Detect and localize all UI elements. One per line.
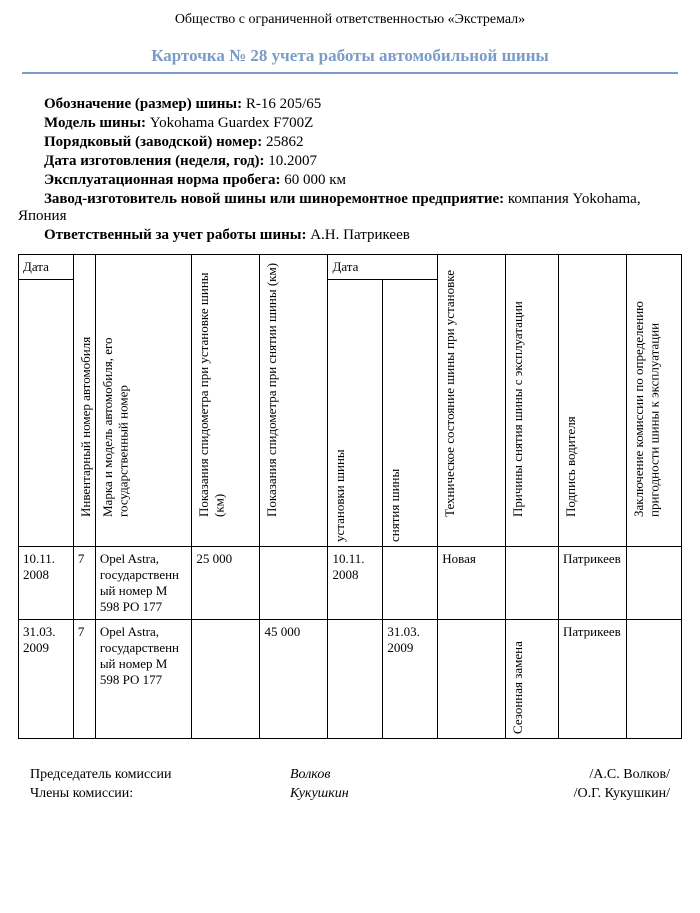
field-norm-value: 60 000 км bbox=[284, 172, 346, 188]
tire-log-table: Дата Инвентарный номер автомобиля Марка … bbox=[18, 254, 682, 739]
org-name: Общество с ограниченной ответственностью… bbox=[18, 12, 682, 28]
table-row: 31.03. 2009 7 Opel Astra, государственны… bbox=[19, 620, 682, 739]
cell-driver-sig: Патрикеев bbox=[558, 547, 626, 620]
cell-date: 10.11. 2008 bbox=[19, 547, 74, 620]
cell-remove-reason: Сезонная замена bbox=[506, 620, 559, 739]
members-label: Члены комиссии: bbox=[30, 786, 240, 802]
field-serial-value: 25862 bbox=[266, 134, 304, 150]
th-driver-sig: Подпись водителя bbox=[558, 255, 626, 547]
field-size: Обозначение (размер) шины: R-16 205/65 bbox=[18, 96, 682, 113]
cell-conclusion bbox=[627, 620, 682, 739]
th-remove-reason: Причины снятия шины с эксплуатации bbox=[506, 255, 559, 547]
th-odo-install: Показания спидометра при установке шины … bbox=[192, 255, 260, 547]
table-row: 10.11. 2008 7 Opel Astra, государственны… bbox=[19, 547, 682, 620]
th-date-empty bbox=[19, 280, 74, 547]
chair-name: /А.С. Волков/ bbox=[490, 767, 670, 783]
th-date: Дата bbox=[19, 255, 74, 280]
signature-row-chair: Председатель комиссии Волков /А.С. Волко… bbox=[30, 767, 670, 783]
chair-label: Председатель комиссии bbox=[30, 767, 240, 783]
field-manuf: Завод-изготовитель новой шины или шиноре… bbox=[18, 191, 682, 225]
cell-odo-install: 25 000 bbox=[192, 547, 260, 620]
cell-conclusion bbox=[627, 547, 682, 620]
cell-tech-state: Новая bbox=[438, 547, 506, 620]
cell-inv: 7 bbox=[73, 547, 95, 620]
cell-inv: 7 bbox=[73, 620, 95, 739]
field-model-value: Yokohama Guardex F700Z bbox=[150, 115, 313, 131]
field-resp-label: Ответственный за учет работы шины: bbox=[44, 227, 306, 243]
th-odo-remove: Показания спидометра при снятии шины (км… bbox=[260, 255, 328, 547]
cell-odo-install bbox=[192, 620, 260, 739]
signatures-block: Председатель комиссии Волков /А.С. Волко… bbox=[18, 767, 682, 802]
field-serial: Порядковый (заводской) номер: 25862 bbox=[18, 134, 682, 151]
field-mfgdate-value: 10.2007 bbox=[268, 153, 317, 169]
th-date-install: установки шины bbox=[328, 280, 383, 547]
field-resp: Ответственный за учет работы шины: А.Н. … bbox=[18, 227, 682, 244]
field-serial-label: Порядковый (заводской) номер: bbox=[44, 134, 262, 150]
signature-row-member: Члены комиссии: Кукушкин /О.Г. Кукушкин/ bbox=[30, 786, 670, 802]
card-title: Карточка № 28 учета работы автомобильной… bbox=[22, 46, 678, 74]
field-resp-value: А.Н. Патрикеев bbox=[310, 227, 410, 243]
field-norm-label: Эксплуатационная норма пробега: bbox=[44, 172, 280, 188]
th-date2: Дата bbox=[328, 255, 438, 280]
cell-tech-state bbox=[438, 620, 506, 739]
th-conclusion: Заключение комиссии по определению приго… bbox=[627, 255, 682, 547]
th-date-remove: снятия шины bbox=[383, 280, 438, 547]
th-inv: Инвентарный номер автомобиля bbox=[73, 255, 95, 547]
cell-date-install: 10.11. 2008 bbox=[328, 547, 383, 620]
th-model: Марка и модель автомобиля, его государст… bbox=[95, 255, 192, 547]
cell-driver-sig: Патрикеев bbox=[558, 620, 626, 739]
field-manuf-label: Завод-изготовитель новой шины или шиноре… bbox=[44, 191, 504, 207]
field-mfgdate: Дата изготовления (неделя, год): 10.2007 bbox=[18, 153, 682, 170]
cell-odo-remove: 45 000 bbox=[260, 620, 328, 739]
cell-date-remove: 31.03. 2009 bbox=[383, 620, 438, 739]
document-page: Общество с ограниченной ответственностью… bbox=[0, 0, 700, 825]
cell-date-install bbox=[328, 620, 383, 739]
cell-model: Opel Astra, государственный номер М 598 … bbox=[95, 620, 192, 739]
field-model: Модель шины: Yokohama Guardex F700Z bbox=[18, 115, 682, 132]
th-tech-state: Техническое состояние шины при установке bbox=[438, 255, 506, 547]
field-size-value: R-16 205/65 bbox=[246, 96, 321, 112]
field-norm: Эксплуатационная норма пробега: 60 000 к… bbox=[18, 172, 682, 189]
cell-date-remove bbox=[383, 547, 438, 620]
member1-name: /О.Г. Кукушкин/ bbox=[490, 786, 670, 802]
cell-model: Opel Astra, государственный номер М 598 … bbox=[95, 547, 192, 620]
cell-odo-remove bbox=[260, 547, 328, 620]
chair-signature: Волков bbox=[290, 767, 440, 783]
field-size-label: Обозначение (размер) шины: bbox=[44, 96, 242, 112]
cell-date: 31.03. 2009 bbox=[19, 620, 74, 739]
cell-remove-reason bbox=[506, 547, 559, 620]
field-model-label: Модель шины: bbox=[44, 115, 146, 131]
fields-block: Обозначение (размер) шины: R-16 205/65 М… bbox=[18, 96, 682, 244]
field-mfgdate-label: Дата изготовления (неделя, год): bbox=[44, 153, 265, 169]
member1-signature: Кукушкин bbox=[290, 786, 440, 802]
